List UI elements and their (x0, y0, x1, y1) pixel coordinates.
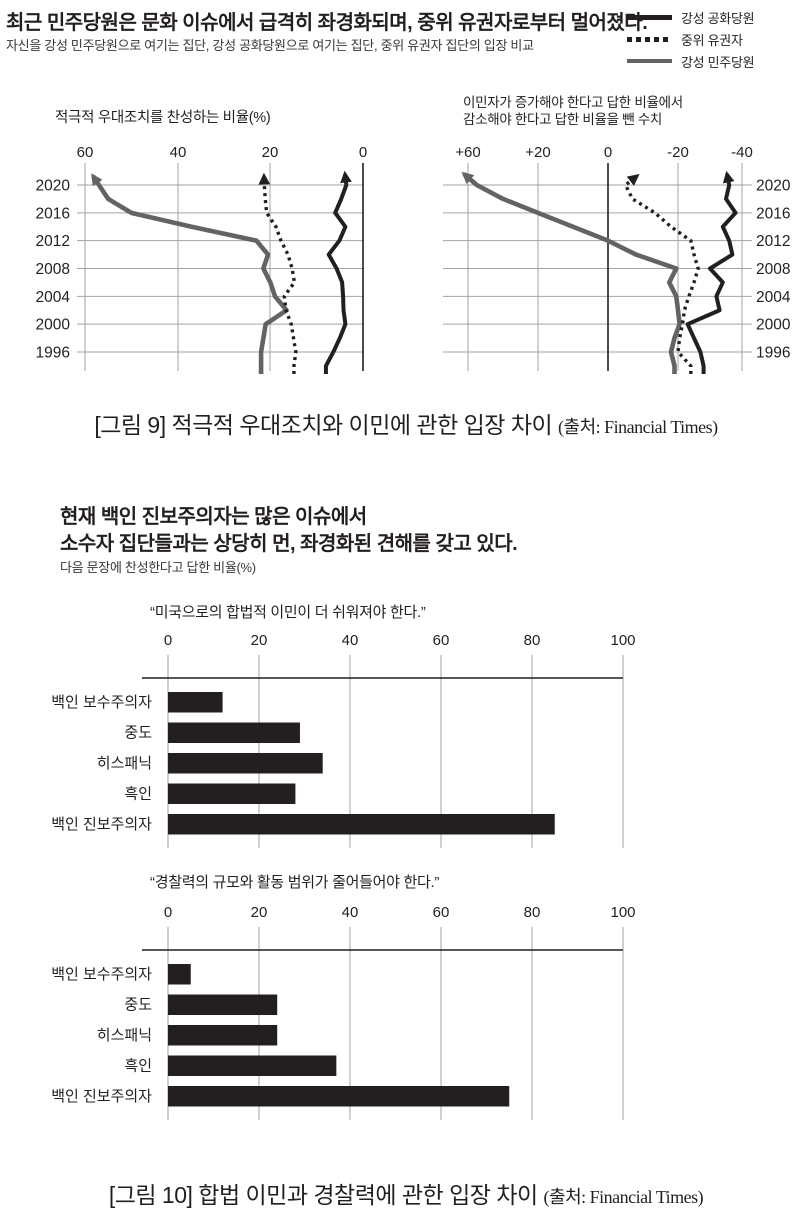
solid-gray-line-swatch (627, 59, 672, 63)
year-label: 2020 (756, 178, 791, 195)
axis-tick-label: 60 (77, 144, 94, 161)
axis-tick-label: 80 (524, 632, 541, 649)
figure9-source: (출처: Financial Times) (558, 417, 718, 437)
legend-label: 강성 공화당원 (681, 10, 755, 26)
bar (168, 814, 555, 835)
year-label: 2000 (36, 317, 71, 334)
legend-item-republican: 강성 공화당원 (627, 6, 807, 28)
legend-item-democrat: 강성 민주당원 (627, 50, 807, 72)
year-label: 2016 (36, 205, 70, 222)
axis-tick-label: 20 (251, 904, 268, 921)
figure10-source: (출처: Financial Times) (543, 1187, 704, 1207)
category-label: 백인 진보주의자 (51, 1088, 152, 1105)
section2-title-line1: 현재 백인 진보주의자는 많은 이슈에서 (60, 506, 367, 528)
year-label: 2020 (36, 178, 71, 195)
immigration-line-chart: 2020 2016 2012 2008 2004 2000 1996 +60 +20 0 -20 -4… (443, 144, 791, 374)
category-label: 백인 보수주의자 (51, 694, 152, 711)
affirmative-action-line-chart: 2020 2016 2012 2008 2004 2000 1996 60 40 20 0 (36, 144, 367, 374)
category-label: 중도 (124, 725, 152, 742)
dotted-line-swatch (627, 36, 672, 42)
bar (168, 964, 191, 985)
affirmative-action-chart-title: 적극적 우대조치를 찬성하는 비율(%) (55, 110, 271, 126)
immigration-chart-title-line2: 감소해야 한다고 답한 비율을 뺀 수치 (463, 111, 663, 127)
axis-tick-label: -40 (731, 144, 753, 161)
axis-tick-label: 80 (524, 904, 541, 921)
category-label: 백인 진보주의자 (51, 816, 152, 833)
page-subtitle: 자신을 강성 민주당원으로 여기는 집단, 강성 공화당원으로 여기는 집단, … (6, 38, 534, 53)
section2-subtitle: 다음 문장에 찬성한다고 답한 비율(%) (60, 560, 256, 575)
bar (168, 1055, 337, 1076)
category-label: 흑인 (124, 785, 152, 803)
legend: 강성 공화당원 중위 유권자 강성 민주당원 (627, 6, 807, 72)
year-label: 2000 (756, 317, 791, 334)
figure9-caption-text: [그림 9] 적극적 우대조치와 이민에 관한 입장 차이 (94, 412, 553, 438)
bar (168, 1086, 510, 1107)
figure9-caption: [그림 9] 적극적 우대조치와 이민에 관한 입장 차이 (출처: Finan… (0, 406, 812, 440)
axis-tick-label: 40 (170, 144, 187, 161)
bar (168, 722, 300, 743)
axis-tick-label: -20 (667, 144, 689, 161)
legend-label: 중위 유권자 (681, 32, 743, 48)
year-label: 2008 (756, 261, 790, 278)
figure10-caption-text: [그림 10] 합법 이민과 경찰력에 관한 입장 차이 (108, 1182, 538, 1208)
bar (168, 783, 296, 804)
series-line (623, 173, 700, 374)
series-line (323, 170, 352, 374)
year-label: 2004 (756, 289, 791, 306)
axis-tick-label: 0 (164, 904, 172, 921)
bar (168, 753, 323, 774)
solid-black-line-swatch (627, 14, 672, 20)
axis-tick-label: +20 (525, 144, 550, 161)
axis-tick-label: 40 (342, 632, 359, 649)
category-label: 중도 (124, 997, 152, 1014)
series-line (258, 172, 298, 374)
category-label: 히스패닉 (97, 755, 152, 772)
axis-tick-label: 100 (610, 904, 635, 921)
year-label: 1996 (756, 344, 790, 361)
axis-tick-label: 60 (433, 632, 450, 649)
axis-tick-label: 100 (610, 632, 635, 649)
immigration-chart-title: 이민자가 증가해야 한다고 답한 비율에서 감소해야 한다고 답한 비율을 뺀 … (463, 95, 683, 128)
category-label: 흑인 (124, 1057, 152, 1075)
axis-tick-label: 20 (262, 144, 279, 161)
police-bar-title: “경찰력의 규모와 활동 범위가 줄어들어야 한다.” (150, 874, 440, 891)
axis-tick-label: 0 (359, 144, 367, 161)
year-label: 2008 (36, 261, 70, 278)
axis-tick-label: 60 (433, 904, 450, 921)
axis-tick-label: +60 (455, 144, 480, 161)
axis-tick-label: 20 (251, 632, 268, 649)
legend-label: 강성 민주당원 (681, 54, 755, 70)
immigration-chart-title-line1: 이민자가 증가해야 한다고 답한 비율에서 (463, 95, 683, 110)
year-label: 2012 (756, 233, 790, 250)
bar (168, 994, 278, 1015)
category-label: 백인 보수주의자 (51, 966, 152, 983)
legend-item-median-voter: 중위 유권자 (627, 28, 807, 50)
year-label: 2004 (36, 289, 71, 306)
bar (168, 692, 223, 713)
legal-immigration-bar-title: “미국으로의 합법적 이민이 더 쉬워져야 한다.” (150, 604, 426, 621)
figure10-caption: [그림 10] 합법 이민과 경찰력에 관한 입장 차이 (출처: Financ… (0, 1176, 812, 1210)
section2-title-line2: 소수자 집단들과는 상당히 먼, 좌경화된 견해를 갖고 있다. (60, 533, 518, 555)
page-title: 최근 민주당원은 문화 이슈에서 급격히 좌경화되며, 중위 유권자로부터 멀어… (6, 12, 648, 34)
axis-tick-label: 0 (164, 632, 172, 649)
category-label: 히스패닉 (97, 1027, 152, 1044)
year-label: 1996 (36, 344, 70, 361)
series-line (461, 171, 682, 374)
series-line (685, 170, 738, 374)
bar (168, 1025, 278, 1046)
year-label: 2012 (36, 233, 70, 250)
axis-tick-label: 0 (604, 144, 612, 161)
year-label: 2016 (756, 205, 790, 222)
series-line (91, 173, 289, 374)
axis-tick-label: 40 (342, 904, 359, 921)
